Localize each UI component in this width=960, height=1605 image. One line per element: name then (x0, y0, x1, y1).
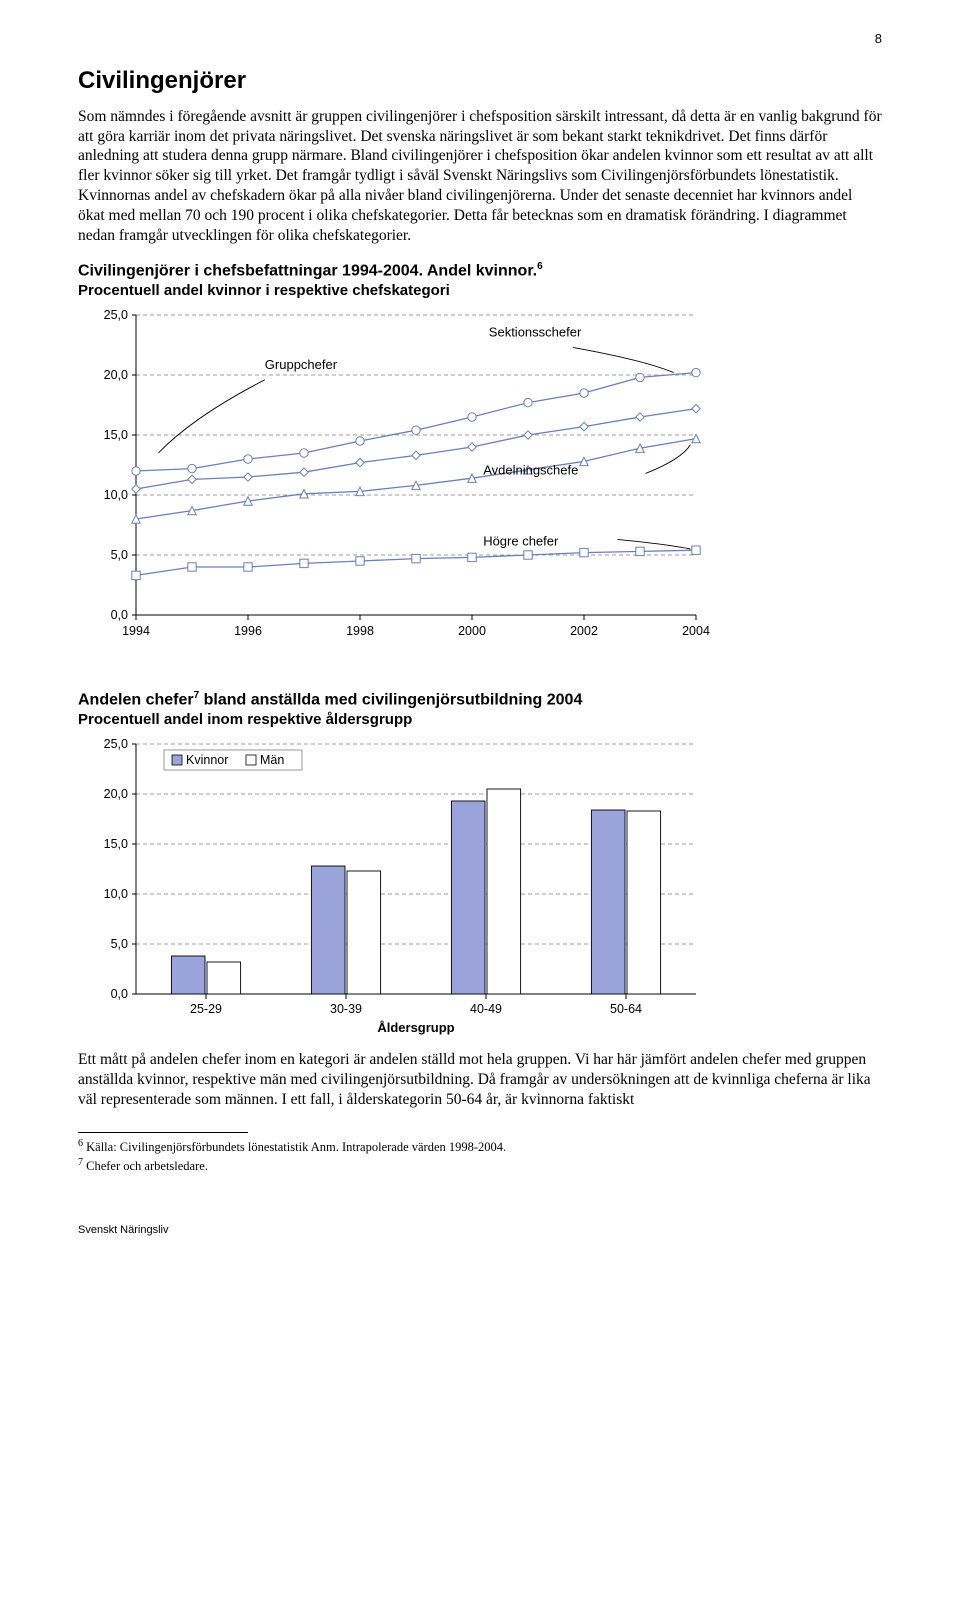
bar-chart: 0,0 5,0 10,0 15,0 20,0 25,0 25-29 30-39 40-49 50-… (78, 734, 882, 1044)
chart1-title: Civilingenjörer i chefsbefattningar 1994… (78, 260, 882, 281)
svg-text:Sektionsschefer: Sektionsschefer (489, 324, 582, 339)
chart2-subtitle: Procentuell andel inom respektive ålders… (78, 710, 882, 730)
page-footer: Svenskt Näringsliv (78, 1223, 882, 1238)
svg-text:1998: 1998 (346, 624, 374, 638)
svg-text:2000: 2000 (458, 624, 486, 638)
svg-text:20,0: 20,0 (104, 368, 128, 382)
intro-paragraph: Som nämndes i föregående avsnitt är grup… (78, 107, 882, 246)
svg-text:20,0: 20,0 (104, 787, 128, 801)
svg-text:1996: 1996 (234, 624, 262, 638)
svg-text:Gruppchefer: Gruppchefer (265, 357, 338, 372)
svg-text:Högre chefer: Högre chefer (483, 533, 559, 548)
svg-text:Åldersgrupp: Åldersgrupp (377, 1020, 454, 1035)
chart1-title-main: Civilingenjörer i chefsbefattningar 1994… (78, 262, 537, 279)
svg-text:25,0: 25,0 (104, 308, 128, 322)
svg-text:15,0: 15,0 (104, 428, 128, 442)
svg-text:10,0: 10,0 (104, 488, 128, 502)
page-number: 8 (78, 30, 882, 47)
line-chart-svg: 0,0 5,0 10,0 15,0 20,0 25,0 1994 1996 1998 2000 20… (78, 305, 714, 651)
footnote-7-text: Chefer och arbetsledare. (83, 1159, 208, 1173)
svg-text:0,0: 0,0 (111, 608, 128, 622)
svg-text:Kvinnor: Kvinnor (186, 753, 228, 767)
chart1-title-sup: 6 (537, 261, 543, 272)
svg-text:2002: 2002 (570, 624, 598, 638)
chart2-title: Andelen chefer7 bland anställda med civi… (78, 689, 882, 710)
svg-text:1994: 1994 (122, 624, 150, 638)
footnote-separator (78, 1132, 248, 1133)
svg-text:30-39: 30-39 (330, 1002, 362, 1016)
footnote-7: 7 Chefer och arbetsledare. (78, 1156, 882, 1175)
svg-text:0,0: 0,0 (111, 987, 128, 1001)
svg-text:50-64: 50-64 (610, 1002, 642, 1016)
line-chart: 0,0 5,0 10,0 15,0 20,0 25,0 1994 1996 1998 2000 20… (78, 305, 882, 651)
svg-text:5,0: 5,0 (111, 937, 128, 951)
svg-text:2004: 2004 (682, 624, 710, 638)
svg-text:25,0: 25,0 (104, 737, 128, 751)
svg-text:Avdelningschefe: Avdelningschefe (483, 462, 578, 477)
footnote-6: 6 Källa: Civilingenjörsförbundets lönest… (78, 1137, 882, 1156)
page-heading: Civilingenjörer (78, 65, 882, 97)
footnote-6-text: Källa: Civilingenjörsförbundets lönestat… (83, 1140, 506, 1154)
svg-text:Män: Män (260, 753, 284, 767)
chart2-title-post: bland anställda med civilingenjörsutbild… (199, 691, 582, 708)
chart2-title-pre: Andelen chefer (78, 691, 194, 708)
svg-text:5,0: 5,0 (111, 548, 128, 562)
svg-text:15,0: 15,0 (104, 837, 128, 851)
chart1-subtitle: Procentuell andel kvinnor i respektive c… (78, 281, 882, 301)
svg-text:40-49: 40-49 (470, 1002, 502, 1016)
bar-chart-svg: 0,0 5,0 10,0 15,0 20,0 25,0 25-29 30-39 40-49 50-… (78, 734, 714, 1044)
closing-paragraph: Ett mått på andelen chefer inom en kateg… (78, 1050, 882, 1109)
svg-text:25-29: 25-29 (190, 1002, 222, 1016)
svg-text:10,0: 10,0 (104, 887, 128, 901)
